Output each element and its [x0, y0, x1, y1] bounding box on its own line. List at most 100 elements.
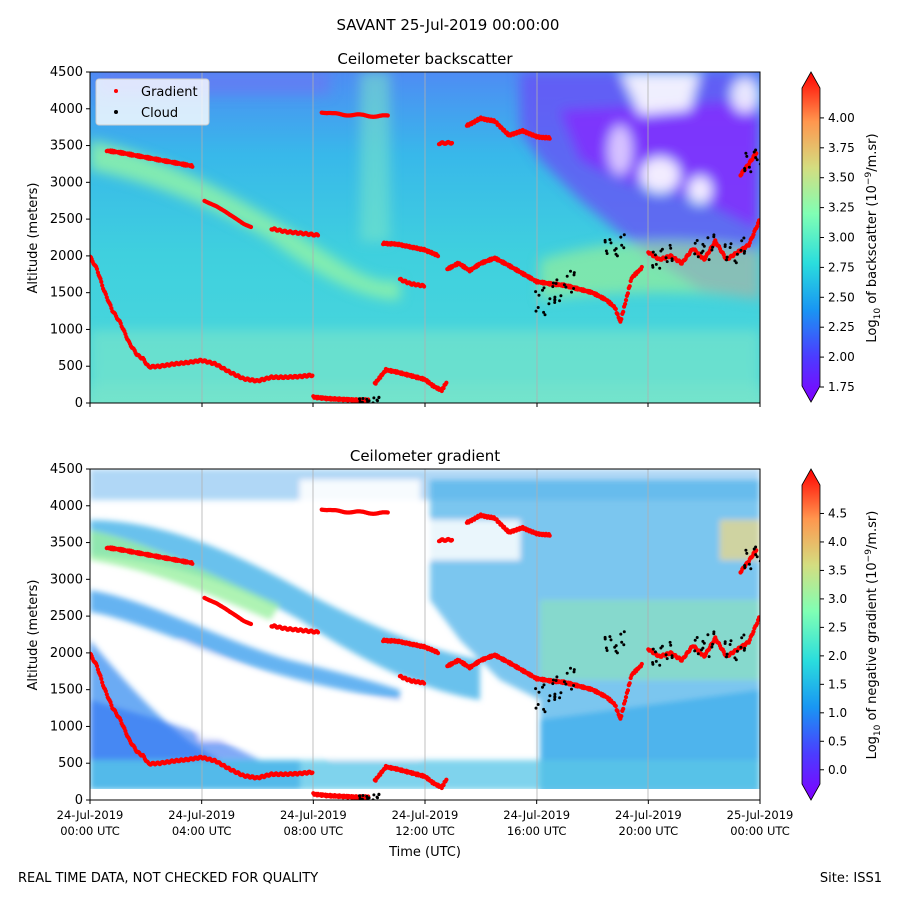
cloud-marker — [706, 633, 710, 637]
cloud-marker — [604, 249, 608, 253]
gradient-gridlines — [201, 469, 649, 800]
y-tick-label: 0 — [75, 793, 83, 808]
cloud-marker — [707, 258, 711, 262]
y-tick-label: 1000 — [50, 719, 83, 734]
cloud-marker — [696, 255, 700, 259]
gradient-marker — [190, 164, 195, 169]
cloud-marker — [365, 397, 369, 401]
gradient-marker — [422, 681, 427, 686]
cloud-marker — [564, 285, 568, 289]
gradient-marker — [623, 298, 629, 303]
cloud-marker — [358, 400, 362, 403]
cloud-marker — [701, 639, 705, 643]
gradient-marker — [747, 240, 752, 245]
cloud-marker — [377, 395, 381, 399]
site-label: Site: ISS1 — [820, 871, 882, 886]
cloud-marker — [651, 250, 655, 254]
colorbar-tick-label: 4.00 — [828, 111, 855, 125]
cloud-marker — [620, 243, 624, 247]
cloud-marker — [361, 397, 365, 400]
gradient-marker — [441, 386, 446, 391]
cloud-marker — [572, 670, 576, 674]
cloud-marker — [710, 645, 714, 649]
figure-suptitle: SAVANT 25-Jul-2019 00:00:00 — [337, 16, 560, 34]
cloud-marker — [553, 295, 557, 299]
gradient-marker — [613, 703, 618, 709]
cloud-marker — [358, 397, 361, 401]
y-tick-label: 4500 — [50, 462, 83, 477]
cloud-marker — [622, 246, 626, 250]
gradient-marker — [547, 136, 552, 141]
cloud-marker — [375, 795, 379, 799]
gradient-marker — [248, 621, 254, 627]
y-tick-label: 2000 — [50, 646, 83, 661]
cloud-marker — [725, 655, 728, 659]
x-tick-label-date: 24-Jul-2019 — [57, 808, 124, 822]
colorbar-tick-label: 2.75 — [828, 260, 855, 274]
cloud-marker — [749, 170, 753, 174]
cloud-marker — [733, 656, 737, 660]
colorbar-tick-label: 0.5 — [828, 734, 847, 748]
cloud-marker — [725, 255, 729, 259]
cloud-marker — [541, 288, 544, 292]
cloud-marker — [739, 248, 743, 252]
gradient-x-axis: 24-Jul-2019 00:00 UTC 24-Jul-2019 04:00 UTC… — [57, 800, 793, 838]
x-tick-label-date: 24-Jul-2019 — [168, 808, 235, 822]
y-tick-label: 500 — [58, 359, 83, 374]
gradient-marker — [625, 291, 631, 296]
cloud-marker — [619, 235, 623, 239]
cloud-marker — [537, 690, 541, 694]
cloud-marker — [569, 269, 572, 273]
gradient-marker — [100, 283, 105, 288]
cloud-marker — [660, 644, 664, 648]
y-tick-label: 1500 — [50, 683, 83, 698]
cloud-marker — [360, 400, 364, 403]
gradient-marker — [435, 254, 441, 259]
cloud-marker — [653, 253, 657, 257]
cloud-marker — [570, 687, 573, 691]
cloud-marker — [360, 797, 364, 800]
cloud-marker — [553, 692, 557, 696]
gradient-markers — [90, 507, 760, 800]
cloud-marker — [559, 294, 563, 298]
cloud-marker — [762, 147, 765, 150]
colorbar-tick-label: 1.0 — [828, 706, 847, 720]
y-tick-label: 3000 — [50, 572, 83, 587]
cloud-marker — [622, 643, 626, 647]
colorbar-tick-label: 3.00 — [828, 231, 855, 245]
gradient-colorbar-label: Log10 of negative gradient (10−9/m.sr) — [864, 511, 883, 760]
cloud-marker — [728, 643, 732, 646]
cloud-marker — [372, 396, 376, 400]
legend-gradient-marker — [114, 89, 118, 93]
gradient-colorbar: 0.0 0.5 1.0 1.5 2.0 2.5 3.0 3.5 4.0 4.5 Log10 of … — [801, 468, 883, 801]
gradient-marker — [623, 301, 628, 307]
gradient-marker — [613, 306, 618, 312]
colorbar-tick-label: 4.5 — [828, 506, 847, 520]
cloud-marker — [744, 548, 748, 552]
cloud-marker — [534, 309, 538, 313]
cloud-marker — [710, 248, 714, 252]
cloud-marker — [725, 652, 729, 656]
cloud-marker — [358, 794, 361, 798]
cloud-marker — [559, 691, 563, 695]
cloud-marker — [603, 238, 607, 242]
cloud-marker — [664, 256, 668, 260]
cloud-marker — [707, 655, 711, 659]
gradient-marker — [547, 533, 552, 538]
x-tick-label-date: 24-Jul-2019 — [503, 808, 570, 822]
cloud-marker — [605, 649, 609, 652]
gradient-marker — [315, 233, 321, 238]
cloud-marker — [542, 707, 546, 711]
cloud-marker — [367, 399, 371, 403]
cloud-marker — [749, 567, 753, 571]
backscatter-y-axis: 0 500 1000 1500 2000 2500 3000 3500 4000 4500 — [50, 65, 90, 411]
cloud-marker — [553, 698, 557, 701]
cloud-marker — [555, 278, 559, 282]
cloud-marker — [572, 273, 576, 277]
cloud-marker — [740, 636, 744, 640]
y-tick-label: 4000 — [50, 102, 83, 117]
cloud-marker — [554, 282, 558, 285]
y-tick-label: 2500 — [50, 609, 83, 624]
gradient-title: Ceilometer gradient — [350, 447, 500, 465]
